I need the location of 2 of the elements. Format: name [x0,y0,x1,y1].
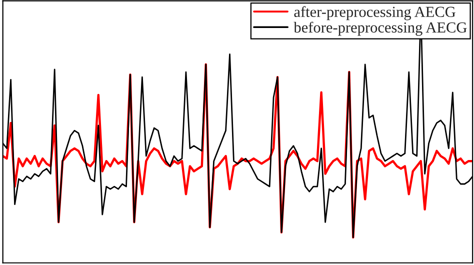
legend-label: before-preprocessing AECG [294,22,467,36]
legend-label: after-preprocessing AECG [294,6,456,20]
